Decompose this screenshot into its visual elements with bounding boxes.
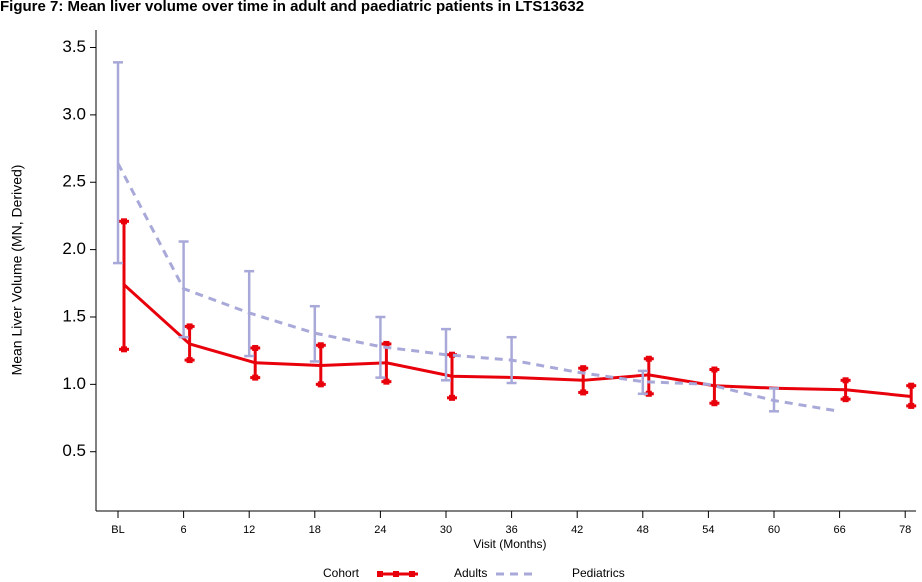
error-end-marker — [449, 351, 455, 358]
legend-label: Adults — [454, 566, 487, 580]
error-end-marker — [908, 382, 915, 389]
x-tick-label: 48 — [637, 524, 649, 536]
x-tick-label: BL — [111, 524, 124, 536]
y-tick-label: 3.5 — [62, 37, 86, 56]
error-end-marker — [121, 346, 127, 353]
error-end-marker — [186, 323, 193, 330]
y-tick-label: 1.0 — [62, 374, 86, 393]
y-tick-label: 0.5 — [62, 441, 86, 460]
error-end-marker — [252, 344, 259, 351]
x-tick-label: 60 — [768, 524, 780, 536]
legend-title: Cohort — [323, 566, 360, 580]
legend-label: Pediatrics — [572, 566, 625, 580]
legend-marker — [377, 571, 383, 577]
x-tick-label: 36 — [505, 524, 517, 536]
error-end-marker — [186, 357, 193, 364]
error-end-marker — [121, 218, 127, 225]
error-end-marker — [252, 374, 259, 381]
error-end-marker — [317, 381, 324, 388]
legend-marker — [409, 571, 415, 577]
x-tick-label: 42 — [571, 524, 583, 536]
error-end-marker — [645, 390, 652, 397]
error-end-marker — [645, 355, 652, 362]
y-tick-label: 2.5 — [62, 172, 86, 191]
error-end-marker — [908, 402, 915, 409]
series-line — [122, 283, 912, 398]
error-end-marker — [842, 377, 849, 384]
error-end-marker — [711, 366, 718, 373]
error-end-marker — [580, 389, 587, 396]
error-end-marker — [383, 340, 390, 347]
y-axis-label: Mean Liver Volume (MN, Derived) — [9, 165, 25, 376]
y-tick-label: 1.5 — [62, 306, 86, 325]
x-tick-label: 66 — [833, 524, 845, 536]
error-end-marker — [383, 378, 390, 385]
x-tick-label: 6 — [181, 524, 187, 536]
x-tick-label: 12 — [243, 524, 255, 536]
legend-marker — [393, 571, 399, 577]
x-axis-label: Visit (Months) — [473, 537, 546, 551]
x-tick-label: 78 — [899, 524, 911, 536]
chart-title: Figure 7: Mean liver volume over time in… — [0, 0, 584, 15]
x-tick-label: 18 — [309, 524, 321, 536]
error-end-marker — [711, 400, 718, 407]
x-tick-label: 24 — [374, 524, 386, 536]
error-end-marker — [449, 394, 455, 401]
y-tick-label: 2.0 — [62, 239, 86, 258]
x-tick-label: 54 — [702, 524, 714, 536]
error-end-marker — [580, 365, 587, 372]
error-end-marker — [842, 396, 849, 403]
y-tick-label: 3.0 — [62, 104, 86, 123]
error-end-marker — [317, 342, 324, 349]
series-line — [116, 162, 840, 413]
x-tick-label: 30 — [440, 524, 452, 536]
